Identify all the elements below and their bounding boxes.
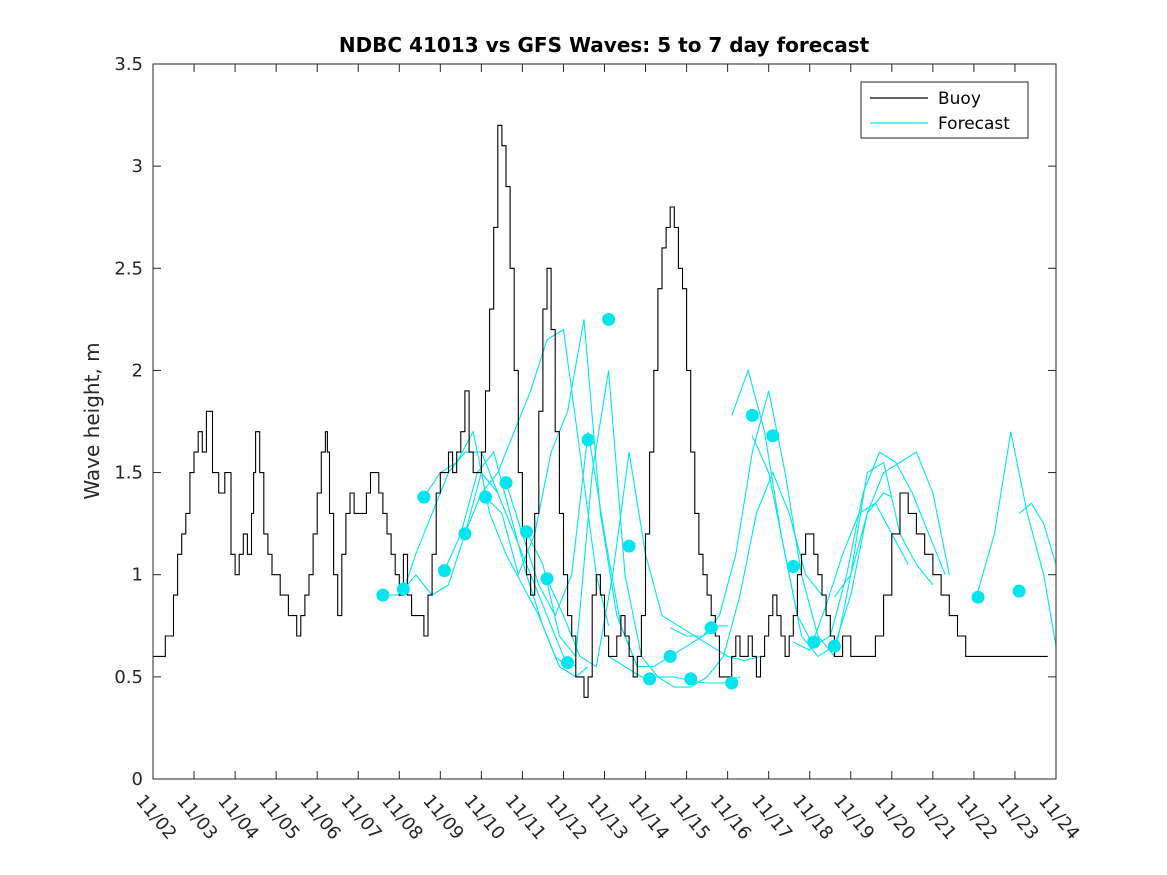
legend: Buoy Forecast bbox=[860, 81, 1029, 139]
x-tick-label: 11/13 bbox=[583, 791, 632, 844]
forecast-marker-22 bbox=[807, 635, 821, 649]
x-tick-label: 11/14 bbox=[624, 791, 673, 844]
forecast-marker-25 bbox=[1012, 584, 1026, 598]
x-tick-label: 11/20 bbox=[870, 791, 919, 844]
axes-box bbox=[152, 63, 1057, 780]
y-axis-label: Wave height, m bbox=[80, 342, 104, 499]
x-tick-label: 11/24 bbox=[1034, 791, 1083, 844]
forecast-marker-15 bbox=[663, 649, 677, 663]
x-tick-label: 11/03 bbox=[172, 791, 221, 844]
forecast-marker-20 bbox=[766, 429, 780, 443]
forecast-marker-21 bbox=[786, 560, 800, 573]
forecast-marker-7 bbox=[499, 476, 513, 490]
x-tick-label: 11/21 bbox=[911, 791, 960, 844]
forecast-marker-16 bbox=[684, 672, 698, 686]
x-tick-label: 11/07 bbox=[336, 791, 385, 844]
y-tick-label: 0.5 bbox=[114, 667, 143, 688]
legend-label-buoy: Buoy bbox=[938, 89, 981, 109]
forecast-marker-18 bbox=[725, 676, 739, 690]
forecast-line-17 bbox=[1018, 502, 1056, 565]
forecast-marker-23 bbox=[827, 639, 841, 653]
forecast-line-2 bbox=[402, 451, 577, 668]
forecast-marker-3 bbox=[417, 490, 431, 504]
x-tick-label: 11/12 bbox=[542, 791, 591, 844]
legend-label-forecast: Forecast bbox=[938, 114, 1010, 134]
x-tick-label: 11/19 bbox=[829, 791, 878, 844]
forecast-marker-12 bbox=[602, 312, 616, 326]
forecast-marker-8 bbox=[520, 525, 533, 539]
forecast-line-5 bbox=[464, 328, 610, 626]
forecast-marker-19 bbox=[745, 408, 759, 422]
forecast-line-16 bbox=[977, 431, 1056, 647]
forecast-marker-17 bbox=[704, 621, 718, 635]
forecast-line-12 bbox=[731, 368, 946, 647]
x-tick-label: 11/22 bbox=[952, 791, 1001, 844]
buoy-line bbox=[153, 124, 1048, 698]
plot-area bbox=[153, 124, 1056, 698]
forecast-line-15 bbox=[833, 461, 934, 598]
series-group bbox=[153, 124, 1056, 698]
y-tick-label: 2 bbox=[132, 360, 143, 381]
forecast-marker-6 bbox=[479, 490, 492, 504]
y-tick-label: 3 bbox=[132, 156, 143, 177]
forecast-marker-4 bbox=[437, 564, 451, 578]
x-tick-label: 11/09 bbox=[418, 791, 467, 844]
y-tick-label: 0 bbox=[132, 769, 143, 790]
x-tick-label: 11/23 bbox=[993, 791, 1042, 844]
forecast-marker-2 bbox=[396, 582, 410, 596]
forecast-line-13 bbox=[751, 435, 950, 658]
y-tick-label: 1.5 bbox=[114, 463, 143, 484]
x-tick-label: 11/18 bbox=[788, 791, 837, 844]
legend-box bbox=[860, 81, 1029, 139]
forecast-line-4 bbox=[443, 450, 589, 678]
forecast-marker-14 bbox=[643, 672, 657, 686]
forecast-marker-10 bbox=[561, 656, 575, 670]
forecast-marker-5 bbox=[458, 527, 472, 541]
forecast-marker-9 bbox=[540, 572, 554, 586]
x-tick-label: 11/02 bbox=[131, 791, 180, 844]
forecast-marker-1 bbox=[376, 588, 390, 602]
x-tick-label: 11/11 bbox=[501, 791, 550, 844]
x-tick-label: 11/04 bbox=[213, 791, 262, 844]
x-tick-label: 11/08 bbox=[377, 791, 426, 844]
forecast-marker-13 bbox=[622, 539, 636, 553]
forecast-marker-11 bbox=[581, 433, 595, 447]
forecast-line-9 bbox=[546, 452, 761, 668]
x-tick-label: 11/06 bbox=[295, 791, 344, 844]
x-tick-label: 11/05 bbox=[254, 791, 303, 844]
chart-title: NDBC 41013 vs GFS Waves: 5 to 7 day fore… bbox=[339, 33, 870, 57]
y-tick-label: 2.5 bbox=[114, 258, 143, 279]
forecast-line-8 bbox=[526, 370, 741, 684]
x-tick-label: 11/15 bbox=[665, 791, 714, 844]
forecast-marker-24 bbox=[971, 590, 985, 604]
forecast-line-3 bbox=[423, 430, 568, 668]
x-tick-label: 11/16 bbox=[706, 791, 755, 844]
y-tick-label: 1 bbox=[132, 565, 143, 586]
x-tick-label: 11/10 bbox=[460, 791, 509, 844]
x-tick-label: 11/17 bbox=[747, 791, 796, 844]
y-tick-label: 3.5 bbox=[114, 54, 143, 75]
